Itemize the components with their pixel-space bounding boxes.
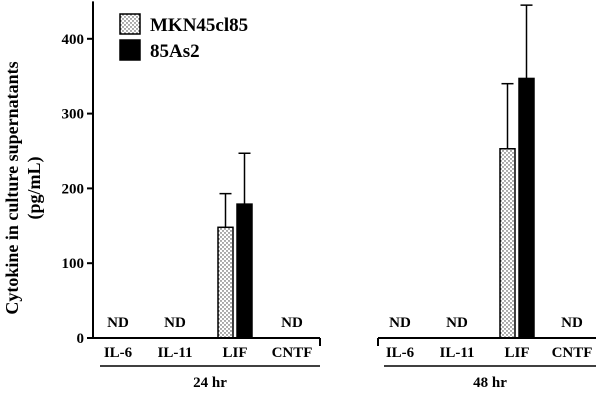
x-tick-label: IL-6 <box>386 345 415 361</box>
y-axis-label-line2: (pg/mL) <box>24 156 45 219</box>
y-axis-label-line1: Cytokine in culture supernatants <box>2 61 22 314</box>
x-tick-label: IL-11 <box>157 345 192 361</box>
legend-label-2: 85As2 <box>150 41 200 62</box>
y-tick-label: 200 <box>62 181 85 197</box>
legend-swatch-1 <box>119 13 141 35</box>
legend: MKN45cl85 85As2 <box>119 13 248 62</box>
y-tick-label: 100 <box>62 256 85 272</box>
nd-label: ND <box>389 315 411 331</box>
legend-label-1: MKN45cl85 <box>150 15 248 36</box>
nd-label: ND <box>281 315 303 331</box>
nd-label: ND <box>561 315 583 331</box>
x-tick-label: LIF <box>504 345 529 361</box>
group-label: 48 hr <box>473 375 507 391</box>
x-tick-label: IL-6 <box>104 345 133 361</box>
bar-85as2-lif-1 <box>236 203 253 339</box>
group-label: 24 hr <box>193 375 227 391</box>
bars: ND ND ND ND ND ND <box>107 4 583 339</box>
y-tick-label: 400 <box>62 32 85 48</box>
x-tick-label: CNTF <box>552 345 593 361</box>
bar-mkn45cl85-lif-1 <box>217 226 234 339</box>
bar-mkn45cl85-lif-2 <box>499 148 516 339</box>
x-tick-label: LIF <box>222 345 247 361</box>
y-axis-title: Cytokine in culture supernatants (pg/mL) <box>2 61 45 314</box>
nd-label: ND <box>107 315 129 331</box>
nd-label: ND <box>164 315 186 331</box>
legend-swatch-2 <box>119 39 141 61</box>
nd-label: ND <box>446 315 468 331</box>
y-axis: 0 100 200 300 400 <box>62 1 94 347</box>
y-tick-label: 0 <box>77 331 85 347</box>
x-tick-label: IL-11 <box>439 345 474 361</box>
x-axis: IL-6 IL-11 LIF CNTF 24 hr IL-6 IL-11 LIF CNTF 48 … <box>93 337 596 391</box>
bar-85as2-lif-2 <box>518 77 535 339</box>
x-tick-label: CNTF <box>272 345 313 361</box>
y-tick-label: 300 <box>62 107 85 123</box>
